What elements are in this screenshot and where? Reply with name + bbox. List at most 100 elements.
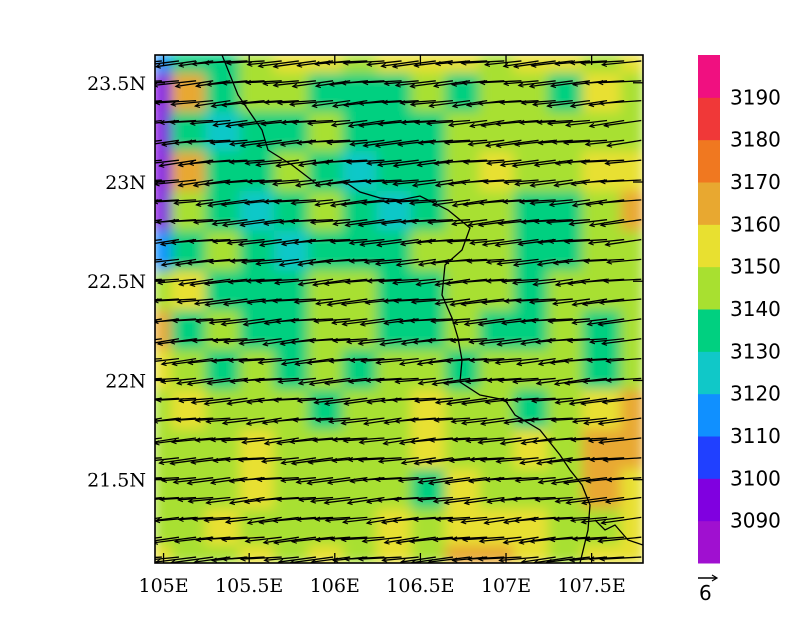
field-cell (205, 508, 242, 548)
wind-vector-head (255, 260, 262, 267)
wind-vector-head (174, 261, 181, 267)
wind-vector-head (340, 80, 347, 86)
wind-vector (204, 397, 248, 405)
wind-vector-head (239, 477, 246, 483)
wind-vector-head (239, 556, 246, 562)
wind-vector (547, 99, 591, 107)
field-cell (342, 429, 379, 471)
wind-vector-head (222, 301, 229, 307)
wind-vector-head (155, 318, 159, 325)
wind-vector (193, 179, 231, 187)
wind-vector (155, 199, 180, 202)
wind-vector-head (396, 141, 404, 147)
field-cell (273, 389, 311, 432)
wind-vector-head (170, 438, 177, 445)
field-cell (582, 468, 623, 511)
wind-vector (222, 80, 265, 84)
field-cell (342, 111, 379, 154)
wind-vector-head (331, 337, 338, 344)
wind-vector (383, 99, 419, 104)
wind-vector-head (125, 440, 130, 444)
wind-vector (581, 60, 625, 64)
field-cell (376, 190, 413, 233)
wind-vector-head (486, 498, 493, 505)
wind-vector (264, 437, 299, 445)
wind-vector-head (460, 420, 468, 426)
wind-vector-head (554, 399, 561, 405)
wind-vector-head (537, 239, 544, 245)
field-cell (479, 151, 516, 193)
wind-vector-head (176, 299, 183, 305)
wind-vector (191, 397, 231, 404)
wind-vector-head (395, 539, 402, 545)
wind-vector (530, 179, 573, 187)
wind-vector (361, 357, 402, 362)
wind-vector (330, 199, 368, 207)
wind-vector-head (119, 359, 124, 363)
wind-vector (329, 417, 368, 423)
field-cell (155, 309, 174, 352)
wind-vector (155, 556, 197, 563)
wind-vector-head (477, 556, 484, 562)
wind-vector-head (329, 202, 337, 208)
wind-vector-head (477, 100, 484, 106)
wind-vector-head (485, 278, 492, 284)
y-tick-label: 23.5N (87, 73, 146, 95)
wind-vector (307, 357, 351, 364)
field-cell (273, 468, 311, 511)
wind-vector-head (292, 239, 299, 246)
wind-vector-head (311, 102, 318, 109)
wind-vector-head (122, 341, 127, 345)
wind-vector (155, 357, 180, 362)
wind-vector-head (143, 321, 148, 325)
wind-vector (170, 556, 214, 563)
wind-vector (155, 179, 162, 182)
wind-vector-head (463, 321, 470, 327)
wind-vector (177, 377, 214, 385)
wind-vector (333, 99, 368, 107)
wind-vector (548, 318, 590, 323)
wind-vector (500, 159, 539, 166)
field-cell (342, 270, 379, 312)
wind-vector-head (449, 301, 456, 307)
wind-vector (171, 437, 214, 443)
wind-vector (478, 437, 522, 444)
wind-vector-head (379, 397, 386, 404)
wind-vector-head (382, 440, 389, 446)
field-cell (410, 190, 448, 233)
wind-vector (462, 417, 505, 425)
wind-vector-head (237, 241, 244, 247)
wind-vector-head (289, 317, 296, 324)
wind-vector-head (260, 298, 267, 304)
wind-vector-head (277, 558, 284, 563)
wind-vector (515, 139, 556, 146)
wind-vector (519, 199, 556, 203)
wind-vector (264, 556, 299, 562)
wind-vector-head (145, 221, 150, 225)
wind-vector-head (600, 340, 608, 346)
field-cell (239, 270, 276, 312)
wind-vector (502, 278, 539, 283)
wind-vector (359, 99, 402, 105)
wind-vector (381, 219, 419, 225)
wind-vector (327, 298, 368, 306)
wind-vector-head (409, 101, 416, 107)
wind-vector-head (177, 62, 185, 68)
wind-vector-head (413, 460, 420, 466)
wind-vector-head (262, 220, 270, 226)
wind-vector-head (519, 459, 526, 466)
wind-vector-head (599, 221, 606, 228)
wind-vector-head (360, 200, 367, 206)
wind-vector (312, 99, 351, 107)
wind-vector (155, 298, 197, 302)
wind-vector (581, 278, 625, 283)
wind-vector-head (427, 558, 434, 563)
field-cell (547, 389, 585, 432)
wind-vector-head (340, 201, 347, 207)
wind-vector-head (571, 536, 578, 542)
wind-vector-head (171, 317, 178, 324)
wind-vector-head (155, 418, 159, 424)
wind-vector (263, 338, 299, 346)
wind-vector-head (291, 119, 298, 125)
wind-vector (326, 258, 368, 263)
